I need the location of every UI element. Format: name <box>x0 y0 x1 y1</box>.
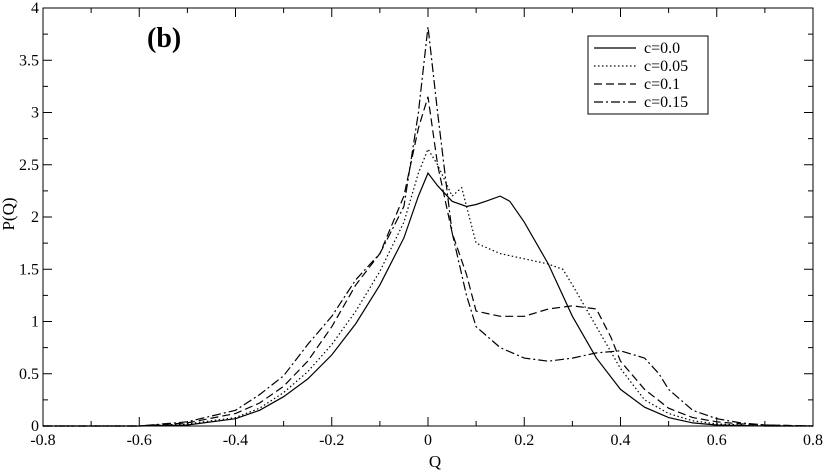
series-line-4 <box>43 26 814 427</box>
y-tick-label: 0 <box>31 418 39 435</box>
legend-box <box>587 35 709 115</box>
x-tick-label: -0.8 <box>30 432 55 449</box>
series-line-3 <box>43 96 814 427</box>
y-tick-label: 0.5 <box>19 366 39 383</box>
x-tick-label: -0.6 <box>127 432 152 449</box>
axis-ticks: -0.8 -0.6 -0.4 -0.2 0 0.2 0.4 0.6 0.8 0 0.5 1 1.5 2 2.… <box>19 0 823 449</box>
y-tick-label: 4 <box>31 0 39 17</box>
x-tick-label: 0 <box>424 432 432 449</box>
plot-frame <box>42 7 814 427</box>
legend-label-3: c=0.1 <box>644 76 680 93</box>
y-tick-label: 1 <box>31 314 39 331</box>
legend-label-1: c=0.0 <box>644 40 680 57</box>
y-axis-label: P(Q) <box>0 197 18 230</box>
legend-label-2: c=0.05 <box>644 58 688 75</box>
y-tick-label: 1.5 <box>19 261 39 278</box>
x-tick-label: 0.6 <box>707 432 727 449</box>
x-tick-label: -0.2 <box>319 432 344 449</box>
y-tick-label: 3.5 <box>19 52 39 69</box>
legend-label-4: c=0.15 <box>644 94 688 111</box>
x-tick-label: 0.4 <box>611 432 631 449</box>
y-tick-label: 2 <box>31 209 39 226</box>
x-tick-label: -0.4 <box>223 432 248 449</box>
y-tick-label: 2.5 <box>19 157 39 174</box>
panel-label: (b) <box>147 23 181 54</box>
legend: c=0.0c=0.05c=0.1c=0.15 <box>587 35 709 115</box>
y-tick-label: 3 <box>31 105 39 122</box>
x-tick-label: 0.2 <box>514 432 534 449</box>
series-lines <box>43 26 814 427</box>
x-tick-label: 0.8 <box>803 432 823 449</box>
x-axis-label: Q <box>429 452 441 471</box>
series-line-1 <box>43 171 813 427</box>
series-line-2 <box>43 147 813 427</box>
